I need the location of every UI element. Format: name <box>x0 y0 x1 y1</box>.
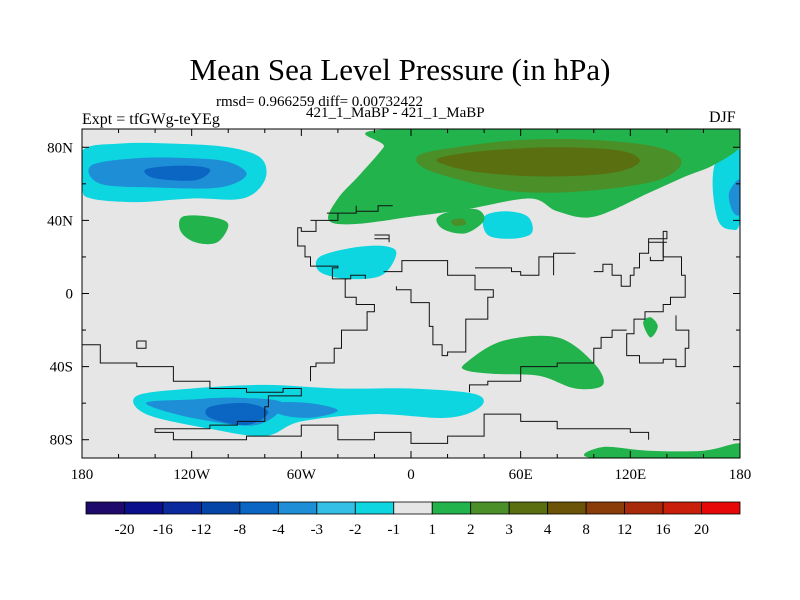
colorbar-swatch <box>662 501 702 515</box>
colorbar-label: -2 <box>349 522 362 538</box>
colorbar-swatch <box>585 501 625 515</box>
colorbar-swatch <box>701 501 741 515</box>
coastline-hawaii <box>136 340 147 349</box>
x-tick-label: 180 <box>71 467 94 483</box>
colorbar-label: 4 <box>544 522 552 538</box>
colorbar-label: 16 <box>656 522 672 538</box>
field-region-mediterranean-high-core <box>450 218 467 227</box>
colorbar-label: -1 <box>388 522 401 538</box>
field-region-subtropical-low-atlantic <box>315 245 397 280</box>
field-region-arabian-low <box>482 211 533 239</box>
coastline-australia-west <box>469 329 627 393</box>
colorbar-swatch <box>277 501 318 515</box>
colorbar-swatch <box>508 501 549 515</box>
colorbar-label: 8 <box>582 522 590 538</box>
season-label: DJF <box>709 109 736 126</box>
colorbar-label: 12 <box>617 522 632 538</box>
x-tick-label: 0 <box>407 467 415 483</box>
colorbar-swatch <box>431 501 472 515</box>
colorbar-swatch <box>470 501 510 515</box>
field-region-south-atlantic-high <box>461 335 604 390</box>
colorbar-label: -12 <box>191 522 211 538</box>
field-region-eurasian-high-core <box>436 147 640 177</box>
chart-subtitle-runs: 421_1_MaBP - 421_1_MaBP <box>306 105 485 121</box>
field-region-north-atlantic-low-core <box>728 179 740 216</box>
coastline-antarctica <box>82 344 650 444</box>
coastline-africa <box>383 260 494 357</box>
coastline-arabia-india <box>475 252 576 276</box>
colorbar-label: 3 <box>505 522 513 538</box>
colorbar-label: -4 <box>272 522 285 538</box>
coastline-gulf-islands <box>374 234 390 243</box>
colorbar-swatch <box>393 501 433 515</box>
colorbar-label: 1 <box>428 522 436 538</box>
chart-subtitle-stats: rmsd= 0.966259 diff= 0.00732422 <box>216 94 424 110</box>
colorbar-swatch <box>624 501 664 515</box>
chart-title: Mean Sea Level Pressure (in hPa) <box>189 52 611 87</box>
colorbar-swatch <box>316 501 356 515</box>
colorbar-label: -16 <box>153 522 173 538</box>
field-region-southern-low-east <box>271 401 338 418</box>
field-region-southern-ocean-high <box>584 443 740 458</box>
field-layer <box>82 129 740 458</box>
colorbar-swatch <box>85 501 125 515</box>
x-tick-label: 60E <box>509 467 533 483</box>
x-tick-label: 120E <box>614 467 646 483</box>
coastline-se-asia <box>593 230 690 368</box>
colorbar-label: -3 <box>311 522 324 538</box>
field-region-southern-low-core <box>205 402 269 426</box>
y-tick-label: 0 <box>66 287 74 303</box>
experiment-label: Expt = tfGWg-teYEg <box>82 111 220 128</box>
colorbar-swatch <box>162 501 202 515</box>
coastline-north-america <box>297 205 393 280</box>
y-tick-label: 80N <box>47 140 73 156</box>
colorbar-label: 2 <box>467 522 475 538</box>
colorbar-swatch <box>239 501 279 515</box>
colorbar-label: 20 <box>694 522 709 538</box>
colorbar-swatch <box>124 501 164 515</box>
colorbar-swatch <box>354 501 395 515</box>
x-tick-label: 60W <box>287 467 317 483</box>
coastline-south-america <box>310 278 375 382</box>
colorbar-label: -20 <box>114 522 134 538</box>
colorbar-swatch <box>547 501 587 515</box>
y-tick-label: 40S <box>50 360 73 376</box>
x-tick-label: 180 <box>729 467 752 483</box>
y-tick-label: 40N <box>47 213 73 229</box>
coastline-japan <box>648 241 667 262</box>
colorbar-swatch <box>201 501 241 515</box>
field-region-north-pacific-low-core <box>144 165 211 181</box>
field-region-pacific-high-east <box>179 215 229 245</box>
colorbar-label: -8 <box>234 522 247 538</box>
x-tick-label: 120W <box>173 467 211 483</box>
field-region-australian-high <box>643 317 658 338</box>
y-tick-label: 80S <box>50 433 73 449</box>
